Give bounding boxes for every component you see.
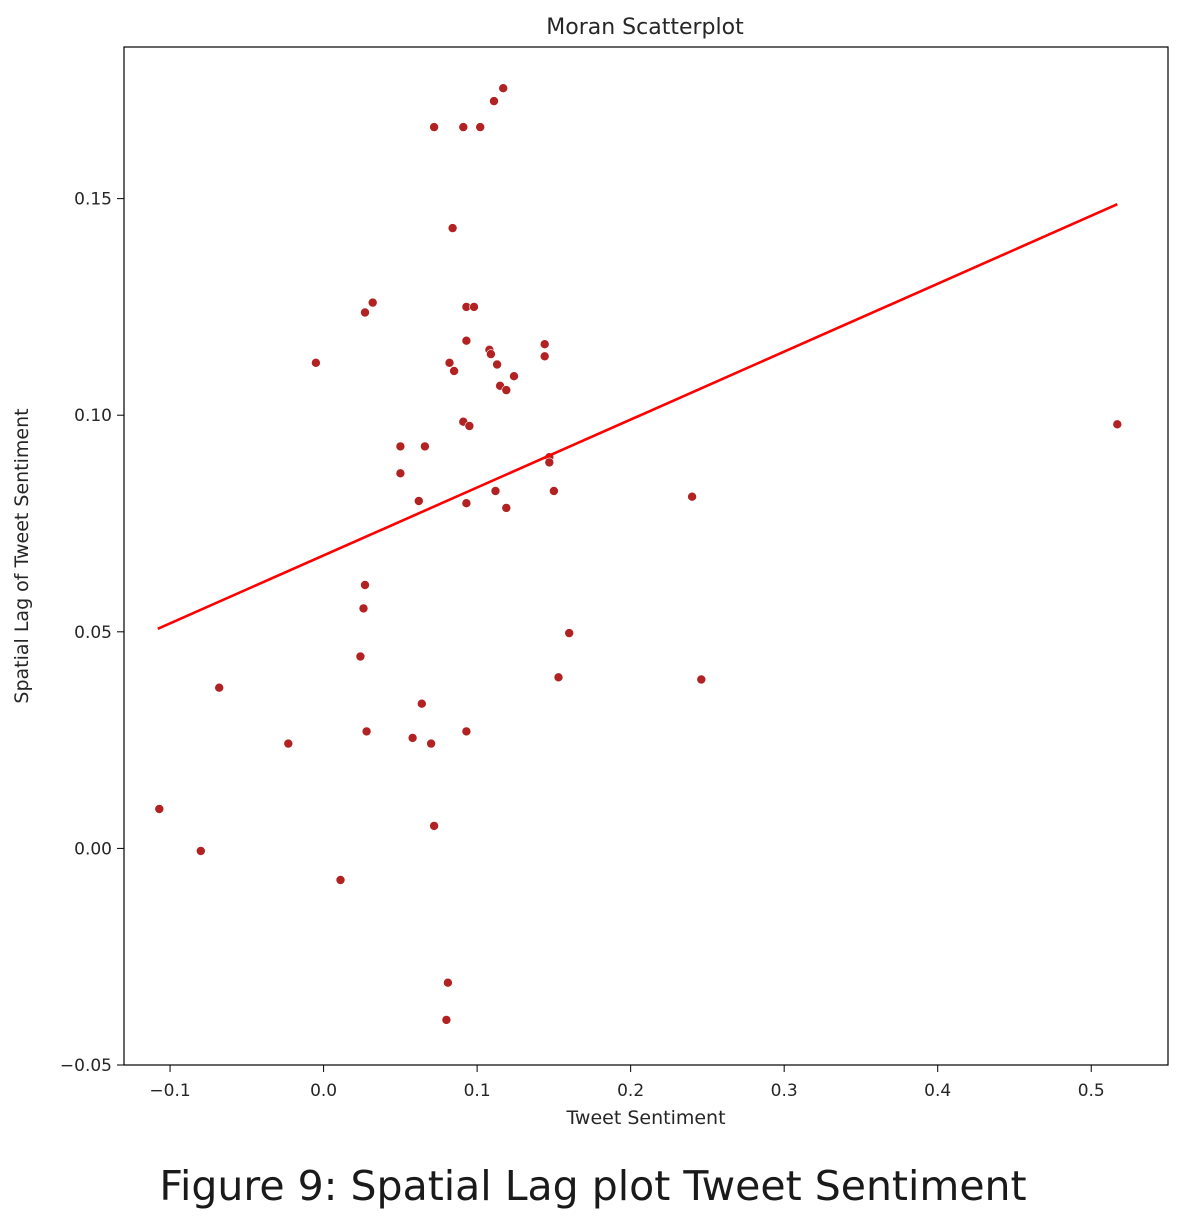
scatter-point [358,603,369,614]
scatter-point [395,441,406,452]
regression-line [157,203,1118,630]
scatter-point [361,726,372,737]
scatter-point [687,491,697,502]
figure-caption: Figure 9: Spatial Lag plot Tweet Sentime… [159,1162,1027,1210]
scatter-point [416,698,427,709]
moran-scatterplot: Moran Scatterplot −0.1 0.0 0.1 0.2 0.3 0.4 0.5… [11,15,1169,1129]
scatter-point [490,486,501,496]
scatter-point [539,339,550,350]
scatter-point [214,682,224,693]
x-tick-label: 0.4 [924,1081,951,1101]
scatter-point [492,359,502,370]
scatter-point [475,122,486,132]
scatter-point [461,335,472,346]
scatter-point [407,733,418,743]
scatter-point [549,486,559,496]
scatter-point [696,674,707,685]
scatter-point [449,366,459,376]
scatter-point [553,672,564,683]
scatter-point [1112,419,1123,430]
scatter-point [539,351,550,362]
plot-area [154,83,1123,1025]
scatter-point [461,726,472,737]
y-tick-label: 0.00 [74,839,112,859]
scatter-point [360,307,370,318]
scatter-point [509,371,519,382]
scatter-point [464,421,475,431]
scatter-point [501,385,512,395]
y-tick-label: −0.05 [60,1056,112,1076]
x-tick-label: −0.1 [149,1081,190,1101]
x-tick-label: 0.5 [1078,1081,1105,1101]
scatter-point [196,846,206,856]
scatter-point [501,503,512,513]
scatter-point [443,977,453,988]
scatter-point [426,738,436,749]
scatter-point [311,357,321,368]
scatter-point [444,357,455,368]
scatter-point [154,804,165,814]
y-axis: −0.05 0.00 0.05 0.10 0.15 [60,190,124,1076]
scatter-point [486,349,496,359]
y-tick-label: 0.10 [74,406,112,426]
scatter-point [441,1015,452,1025]
x-tick-label: 0.3 [771,1081,798,1101]
scatter-point [489,96,499,106]
y-tick-label: 0.05 [74,623,112,643]
x-tick-label: 0.1 [464,1081,491,1101]
scatter-point [429,122,439,132]
scatter-point [335,875,346,885]
scatter-point [283,738,294,749]
chart-title: Moran Scatterplot [546,15,744,40]
scatter-point [458,122,469,132]
scatter-point [564,628,575,638]
y-axis-label: Spatial Lag of Tweet Sentiment [11,408,33,703]
scatter-point [498,83,509,93]
scatter-point [413,496,424,506]
scatter-point [395,468,406,479]
scatter-point [429,821,439,831]
scatter-point [447,223,458,233]
x-tick-label: 0.2 [617,1081,644,1101]
x-axis-label: Tweet Sentiment [565,1107,725,1129]
scatter-point [461,498,472,509]
y-tick-label: 0.15 [74,190,112,210]
plot-frame [123,46,1169,1066]
scatter-point [360,580,370,590]
scatter-point [420,441,430,452]
scatter-point [469,302,479,312]
scatter-point [544,457,555,468]
x-axis: −0.1 0.0 0.1 0.2 0.3 0.4 0.5 [149,1065,1105,1101]
x-tick-label: 0.0 [310,1081,337,1101]
scatter-point [355,651,366,662]
scatter-point [367,297,378,308]
